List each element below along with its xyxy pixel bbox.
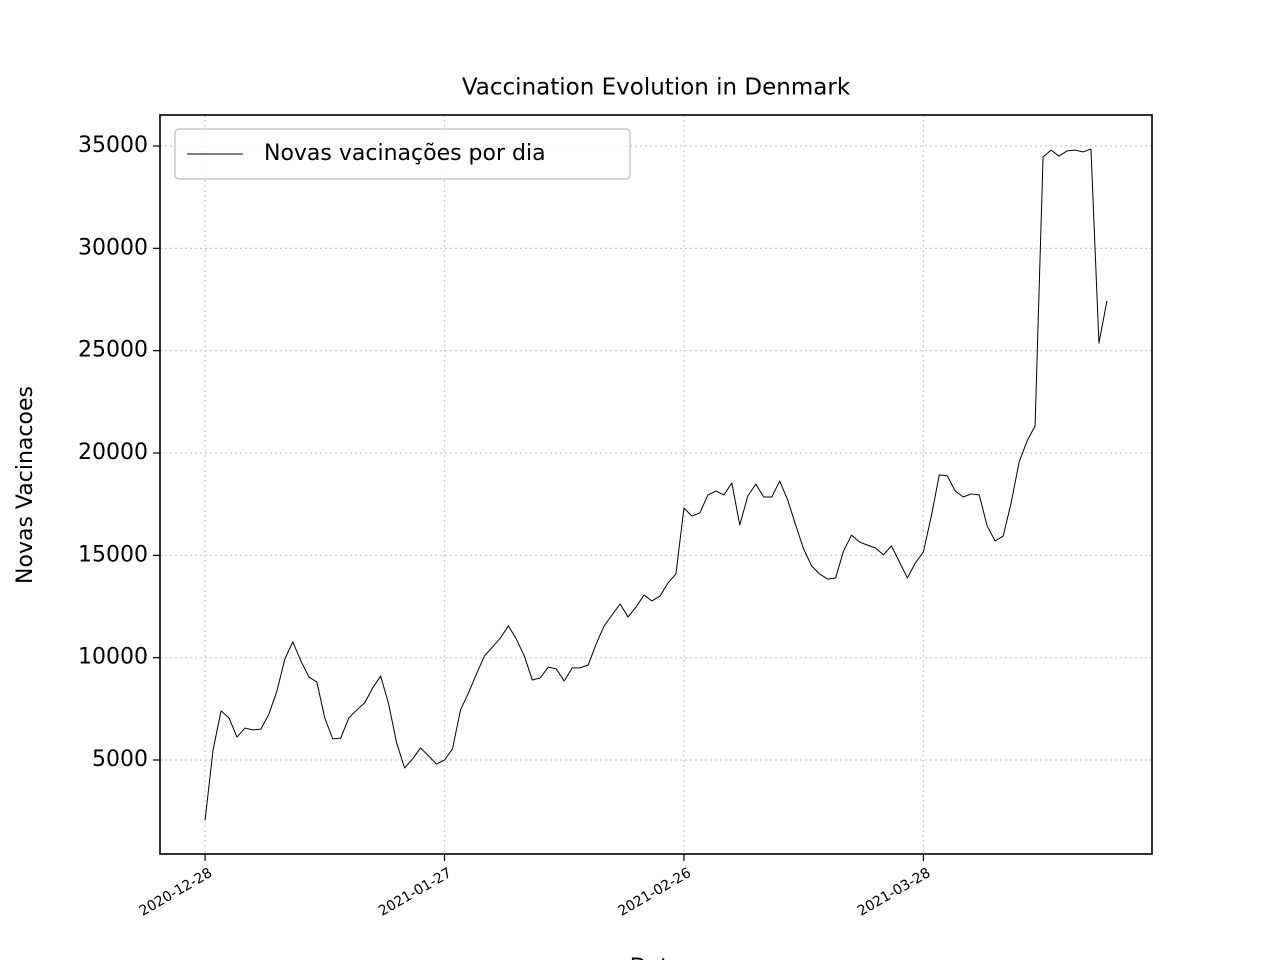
y-axis-label: Novas Vacinacoes xyxy=(13,386,38,584)
y-tick-label: 20000 xyxy=(78,440,148,465)
y-tick-label: 5000 xyxy=(92,747,148,772)
legend: Novas vacinações por dia xyxy=(174,128,631,180)
plot-frame xyxy=(159,114,1153,855)
chart-title: Vaccination Evolution in Denmark xyxy=(462,75,851,101)
y-tick-label: 30000 xyxy=(78,235,148,260)
y-tick-label: 15000 xyxy=(78,542,148,567)
y-tick-label: 10000 xyxy=(78,645,148,670)
x-axis-label: Data xyxy=(630,955,683,960)
y-tick-label: 25000 xyxy=(78,338,148,363)
legend-label: Novas vacinações por dia xyxy=(264,141,546,166)
legend-box xyxy=(174,128,631,180)
y-tick-label: 35000 xyxy=(78,133,148,158)
data-line xyxy=(204,148,1108,821)
